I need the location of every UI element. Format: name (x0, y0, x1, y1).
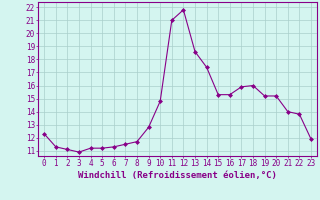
X-axis label: Windchill (Refroidissement éolien,°C): Windchill (Refroidissement éolien,°C) (78, 171, 277, 180)
